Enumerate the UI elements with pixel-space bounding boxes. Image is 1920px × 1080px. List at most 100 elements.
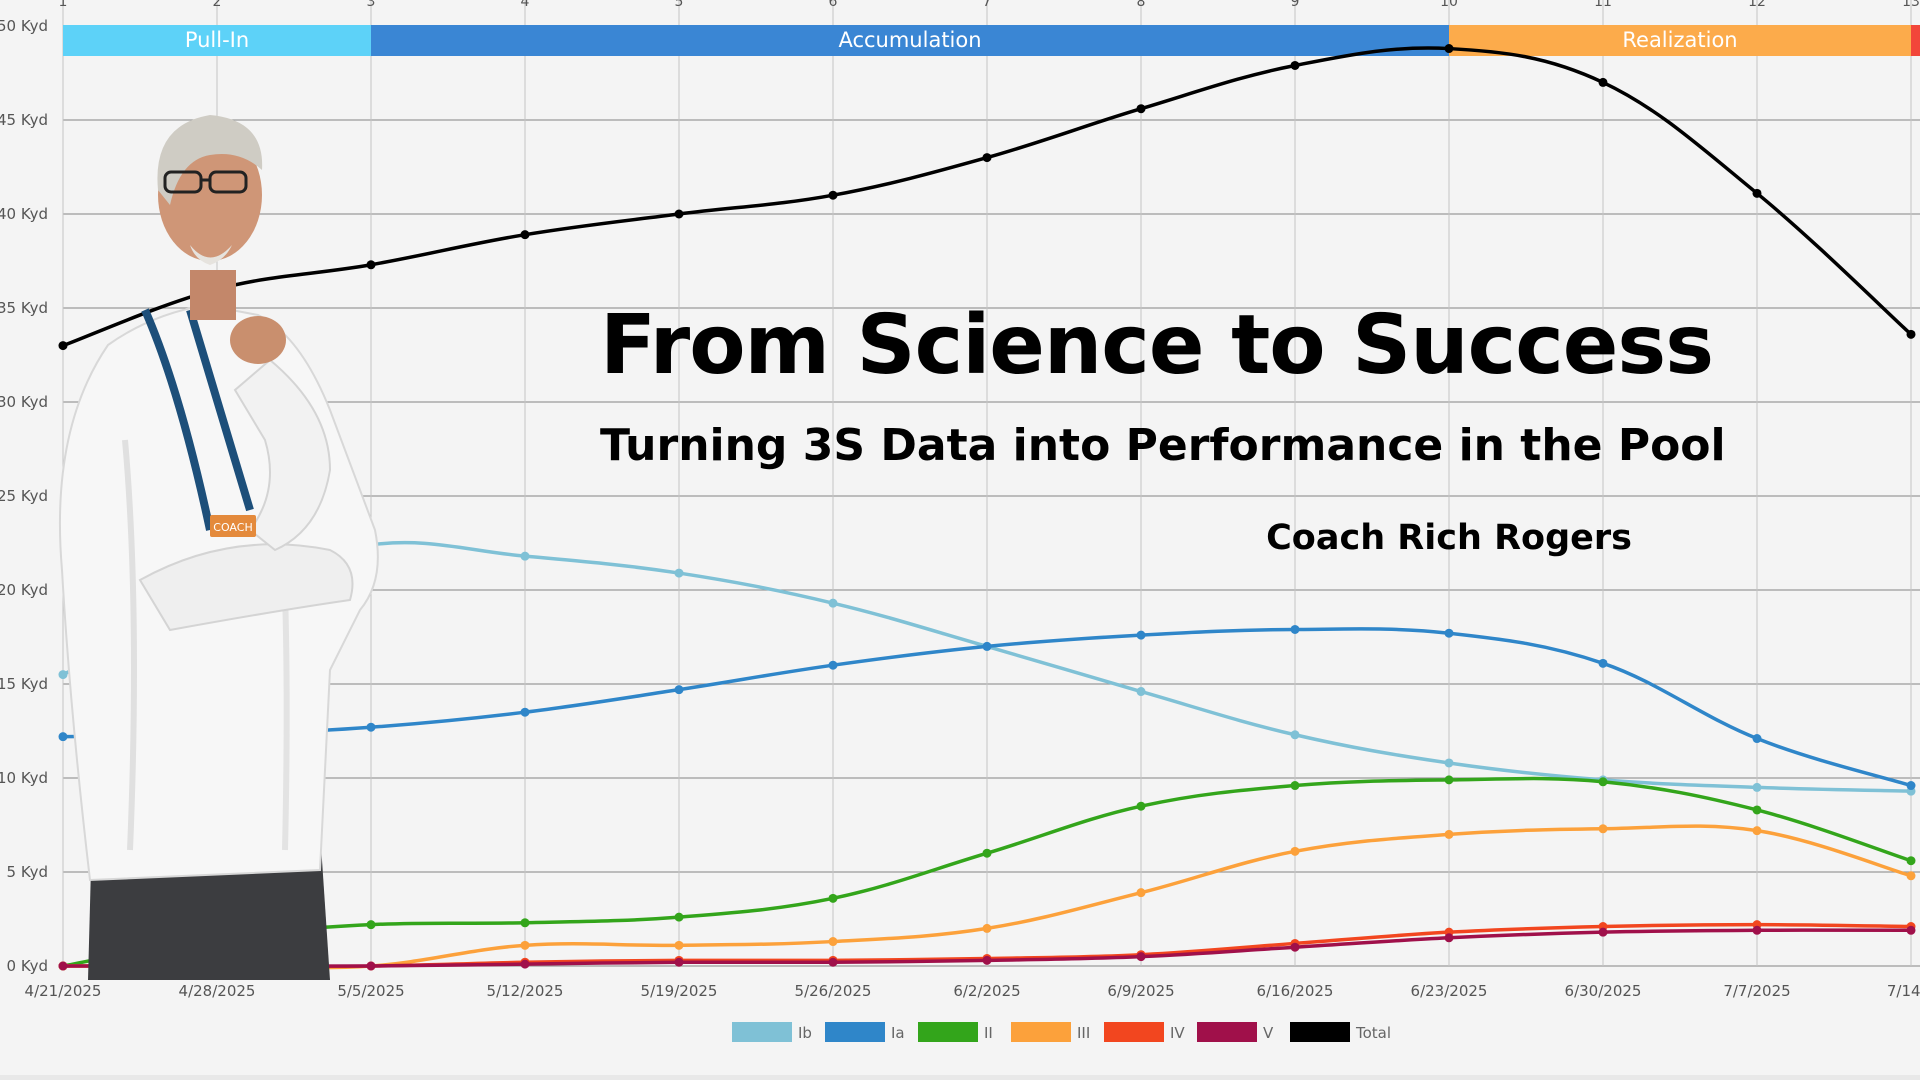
data-point-ib[interactable] bbox=[58, 670, 68, 680]
data-point-v[interactable] bbox=[520, 959, 530, 969]
data-point-iii[interactable] bbox=[1136, 888, 1146, 898]
legend-item-ii[interactable]: II bbox=[918, 1022, 993, 1042]
data-point-total[interactable] bbox=[1598, 77, 1608, 87]
x-tick-label: 5/19/2025 bbox=[641, 982, 718, 1000]
data-point-ia[interactable] bbox=[1906, 781, 1916, 791]
data-point-v[interactable] bbox=[1444, 933, 1454, 943]
data-point-iii[interactable] bbox=[674, 940, 684, 950]
series-v bbox=[58, 925, 1916, 971]
data-point-ii[interactable] bbox=[520, 918, 530, 928]
data-point-ib[interactable] bbox=[828, 598, 838, 608]
data-point-total[interactable] bbox=[1444, 44, 1454, 54]
data-point-total[interactable] bbox=[1752, 188, 1762, 198]
data-point-ib[interactable] bbox=[1136, 687, 1146, 697]
data-point-iii[interactable] bbox=[520, 940, 530, 950]
data-point-iii[interactable] bbox=[828, 937, 838, 947]
data-point-ii[interactable] bbox=[1906, 856, 1916, 866]
legend-swatch bbox=[1290, 1022, 1350, 1042]
data-point-ii[interactable] bbox=[366, 920, 376, 930]
week-tick-label: 3 bbox=[367, 0, 376, 10]
data-point-ia[interactable] bbox=[520, 707, 530, 717]
data-point-total[interactable] bbox=[982, 153, 992, 163]
data-point-ia[interactable] bbox=[1598, 658, 1608, 668]
data-point-total[interactable] bbox=[366, 260, 376, 270]
data-point-total[interactable] bbox=[1906, 329, 1916, 339]
data-point-ia[interactable] bbox=[1136, 630, 1146, 640]
data-point-ia[interactable] bbox=[366, 722, 376, 732]
week-tick-label: 12 bbox=[1748, 0, 1766, 10]
coach-badge-text: COACH bbox=[213, 521, 252, 534]
legend-item-v[interactable]: V bbox=[1197, 1022, 1274, 1042]
y-tick-label: 40 Kyd bbox=[0, 205, 48, 223]
data-point-ii[interactable] bbox=[982, 848, 992, 858]
phase-label: Pull-In bbox=[185, 28, 249, 52]
chart-legend[interactable]: Ib Ia II III IV V Total bbox=[732, 1022, 1391, 1042]
glasses bbox=[163, 170, 203, 194]
data-point-total[interactable] bbox=[520, 230, 530, 240]
data-point-iii[interactable] bbox=[1444, 829, 1454, 839]
x-tick-label: 5/5/2025 bbox=[337, 982, 404, 1000]
week-tick-label: 2 bbox=[213, 0, 222, 10]
legend-label: V bbox=[1263, 1024, 1274, 1042]
week-tick-label: 8 bbox=[1137, 0, 1146, 10]
legend-label: II bbox=[984, 1024, 993, 1042]
legend-item-ia[interactable]: Ia bbox=[825, 1022, 905, 1042]
data-point-ia[interactable] bbox=[58, 732, 68, 742]
data-point-ii[interactable] bbox=[828, 893, 838, 903]
data-point-v[interactable] bbox=[366, 961, 376, 971]
data-point-v[interactable] bbox=[58, 961, 68, 971]
data-point-ia[interactable] bbox=[674, 685, 684, 695]
legend-item-iii[interactable]: III bbox=[1011, 1022, 1090, 1042]
week-tick-label: 6 bbox=[829, 0, 838, 10]
legend-item-iv[interactable]: IV bbox=[1104, 1022, 1185, 1042]
legend-label: Total bbox=[1355, 1024, 1391, 1042]
data-point-ib[interactable] bbox=[1752, 782, 1762, 792]
legend-swatch bbox=[918, 1022, 978, 1042]
data-point-ib[interactable] bbox=[1290, 730, 1300, 740]
coach-badge bbox=[210, 515, 256, 537]
data-point-v[interactable] bbox=[1752, 925, 1762, 935]
phase-segment bbox=[63, 25, 371, 56]
data-point-v[interactable] bbox=[1598, 927, 1608, 937]
data-point-v[interactable] bbox=[1136, 952, 1146, 962]
data-point-ii[interactable] bbox=[1598, 777, 1608, 787]
week-tick-label: 4 bbox=[521, 0, 530, 10]
data-point-total[interactable] bbox=[674, 209, 684, 219]
phase-segment bbox=[371, 25, 1449, 56]
data-point-total[interactable] bbox=[828, 190, 838, 200]
data-point-ia[interactable] bbox=[1444, 628, 1454, 638]
data-point-v[interactable] bbox=[1906, 925, 1916, 935]
data-point-ib[interactable] bbox=[1444, 758, 1454, 768]
data-point-iii[interactable] bbox=[982, 923, 992, 933]
week-tick-label: 10 bbox=[1440, 0, 1458, 10]
data-point-ia[interactable] bbox=[828, 660, 838, 670]
x-tick-label: 4/28/2025 bbox=[179, 982, 256, 1000]
data-point-ia[interactable] bbox=[1752, 734, 1762, 744]
legend-item-ib[interactable]: Ib bbox=[732, 1022, 812, 1042]
data-point-v[interactable] bbox=[1290, 942, 1300, 952]
data-point-v[interactable] bbox=[982, 955, 992, 965]
data-point-ib[interactable] bbox=[674, 568, 684, 578]
data-point-total[interactable] bbox=[58, 341, 68, 351]
legend-item-total[interactable]: Total bbox=[1290, 1022, 1391, 1042]
y-tick-label: 25 Kyd bbox=[0, 487, 48, 505]
data-point-ii[interactable] bbox=[1444, 775, 1454, 785]
data-point-ib[interactable] bbox=[520, 551, 530, 561]
data-point-v[interactable] bbox=[674, 957, 684, 967]
data-point-iii[interactable] bbox=[1290, 846, 1300, 856]
data-point-ii[interactable] bbox=[1290, 781, 1300, 791]
data-point-ii[interactable] bbox=[674, 912, 684, 922]
data-point-ii[interactable] bbox=[1136, 801, 1146, 811]
data-point-iii[interactable] bbox=[1598, 824, 1608, 834]
data-point-ii[interactable] bbox=[1752, 805, 1762, 815]
data-point-iii[interactable] bbox=[1752, 826, 1762, 836]
data-point-ia[interactable] bbox=[1290, 624, 1300, 634]
data-point-v[interactable] bbox=[828, 957, 838, 967]
data-point-iii[interactable] bbox=[1906, 871, 1916, 881]
data-point-total[interactable] bbox=[1136, 104, 1146, 114]
data-point-total[interactable] bbox=[1290, 60, 1300, 70]
legend-swatch bbox=[1197, 1022, 1257, 1042]
series-ia bbox=[58, 624, 1916, 791]
data-point-ia[interactable] bbox=[982, 641, 992, 651]
phase-segment bbox=[1449, 25, 1911, 56]
